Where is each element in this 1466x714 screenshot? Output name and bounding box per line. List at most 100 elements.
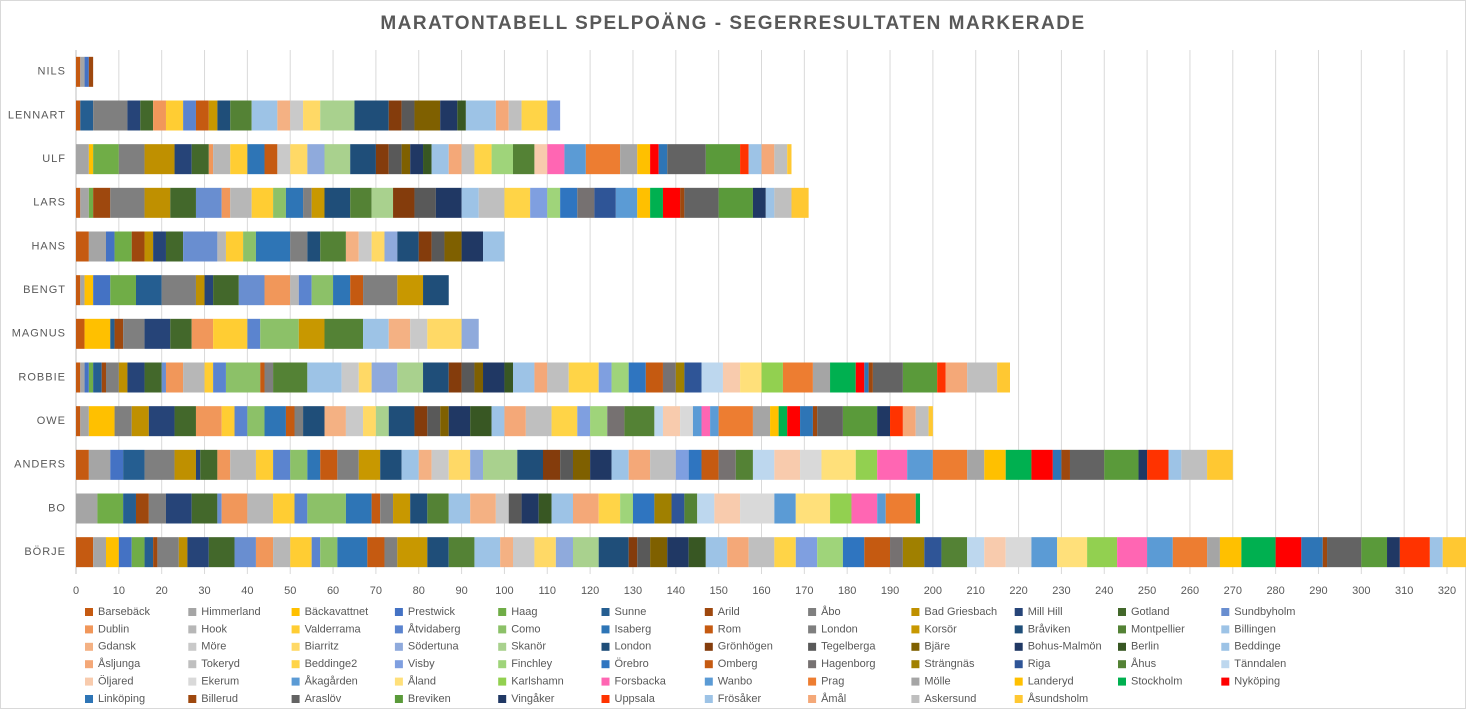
bar-segment: [217, 493, 222, 524]
legend-swatch: [704, 608, 713, 616]
bar-segment: [333, 275, 351, 306]
bar-segment: [692, 406, 702, 437]
bar-segment: [290, 449, 308, 480]
bar-segment: [213, 318, 248, 349]
bar-segment: [110, 318, 115, 349]
x-tick-label: 40: [241, 585, 253, 597]
legend-swatch: [1014, 608, 1023, 616]
bar-segment: [273, 449, 291, 480]
chart-title: MARATONTABELL SPELPOÄNG - SEGERRESULTATE…: [380, 13, 1085, 34]
bar-segment: [598, 493, 621, 524]
bar-segment: [855, 449, 878, 480]
bar-segment: [337, 537, 368, 568]
bar-segment: [204, 275, 214, 306]
bar-segment: [174, 449, 196, 480]
category-label: NILS: [38, 66, 66, 78]
bar-segment: [748, 144, 762, 175]
legend-swatch: [188, 695, 197, 703]
bar-segment: [675, 362, 685, 393]
bar-segment: [153, 100, 166, 131]
bar-segment: [217, 100, 231, 131]
bar-segment: [388, 144, 402, 175]
bar-segment: [795, 537, 818, 568]
bar-segment: [427, 318, 462, 349]
category-label: LENNART: [8, 109, 66, 121]
bar-segment: [902, 537, 925, 568]
category-label: MAGNUS: [12, 328, 66, 340]
bar-segment: [671, 493, 685, 524]
bar-segment: [1031, 449, 1053, 480]
legend-label: Uppsala: [615, 693, 656, 705]
bar-segment: [76, 100, 81, 131]
bar-segment: [915, 493, 921, 524]
x-tick-label: 70: [370, 585, 382, 597]
bar-segment: [448, 362, 462, 393]
bar-segment: [650, 537, 668, 568]
category-label: ANDERS: [14, 459, 66, 471]
bar-segment: [513, 144, 535, 175]
legend-label: Isaberg: [615, 623, 652, 635]
bar-segment: [662, 187, 681, 218]
bar-segment: [448, 537, 475, 568]
bar-segment: [153, 231, 166, 262]
bar-segment: [174, 144, 192, 175]
bar-segment: [701, 449, 719, 480]
legend-swatch: [394, 677, 403, 686]
legend-swatch: [85, 660, 93, 669]
bar-segment: [93, 275, 111, 306]
bar-segment: [118, 144, 145, 175]
bar-segment: [84, 362, 89, 393]
bar-segment: [658, 144, 668, 175]
bar-segment: [213, 275, 239, 306]
bar-segment: [401, 449, 419, 480]
x-tick-label: 160: [752, 585, 770, 597]
legend-label: Gdansk: [98, 641, 136, 653]
legend-label: Tokeryd: [201, 658, 240, 670]
bar-segment: [88, 56, 94, 87]
bar-segment: [363, 318, 389, 349]
bar-segment: [84, 56, 89, 87]
bar-segment: [1327, 537, 1362, 568]
bar-segment: [474, 144, 492, 175]
bar-segment: [564, 144, 586, 175]
x-tick-label: 130: [624, 585, 642, 597]
bar-segment: [191, 318, 214, 349]
bar-segment: [114, 318, 124, 349]
bar-segment: [123, 449, 145, 480]
legend-label: Rom: [718, 623, 741, 635]
bar-segment: [324, 187, 351, 218]
bar-segment: [1322, 537, 1328, 568]
legend-label: Södertuna: [408, 641, 460, 653]
x-tick-label: 260: [1181, 585, 1199, 597]
legend-label: Åsljunga: [98, 657, 141, 670]
bar-segment: [93, 100, 128, 131]
bar-segment: [264, 362, 274, 393]
x-tick-label: 140: [667, 585, 685, 597]
bar-segment: [273, 493, 295, 524]
legend-label: Grönhögen: [718, 641, 773, 653]
bar-segment: [221, 493, 248, 524]
bar-segment: [937, 362, 946, 393]
legend-label: Barsebäck: [98, 606, 150, 618]
bar-segment: [517, 449, 543, 480]
legend-swatch: [911, 677, 920, 686]
legend-swatch: [188, 677, 197, 686]
bar-segment: [1181, 449, 1208, 480]
bar-segment: [504, 362, 514, 393]
bar-segment: [84, 275, 94, 306]
bar-segment: [1301, 537, 1323, 568]
bar-segment: [830, 493, 852, 524]
bar-segment: [414, 100, 441, 131]
bar-segment: [915, 406, 929, 437]
bar-segment: [367, 537, 385, 568]
bar-segment: [650, 144, 659, 175]
bar-segment: [410, 318, 428, 349]
legend-label: Mölle: [924, 676, 950, 688]
bar-segment: [538, 493, 552, 524]
bar-segment: [337, 449, 359, 480]
bar-segment: [371, 493, 381, 524]
bar-segment: [294, 493, 308, 524]
bar-segment: [375, 406, 389, 437]
bar-segment: [697, 493, 715, 524]
bar-segment: [1442, 537, 1466, 568]
